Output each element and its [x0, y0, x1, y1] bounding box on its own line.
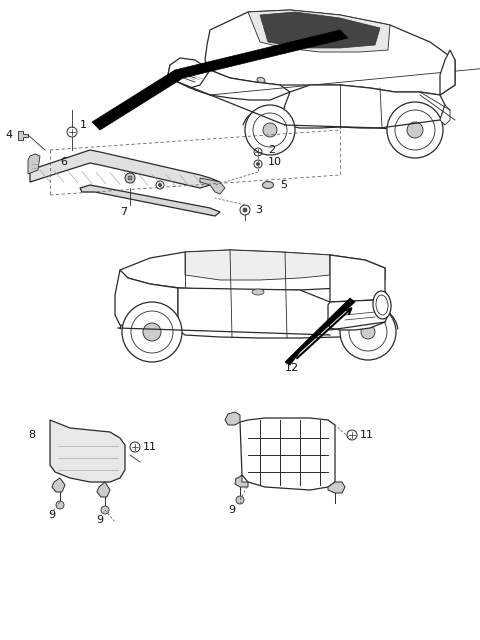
Circle shape	[395, 110, 435, 150]
Circle shape	[122, 302, 182, 362]
Circle shape	[243, 208, 247, 212]
Polygon shape	[260, 12, 380, 48]
Polygon shape	[52, 478, 65, 492]
Text: 1: 1	[80, 120, 87, 130]
Circle shape	[349, 313, 387, 351]
Circle shape	[387, 102, 443, 158]
Text: 3: 3	[255, 205, 262, 215]
Polygon shape	[80, 185, 220, 216]
Circle shape	[101, 506, 109, 514]
Text: 8: 8	[28, 430, 35, 440]
Text: 10: 10	[268, 157, 282, 167]
Text: 11: 11	[143, 442, 157, 452]
Circle shape	[407, 122, 423, 138]
Text: 4: 4	[5, 130, 12, 140]
Polygon shape	[440, 105, 450, 125]
Polygon shape	[248, 10, 390, 52]
Text: 6: 6	[60, 157, 67, 167]
Polygon shape	[205, 10, 455, 95]
Circle shape	[56, 501, 64, 509]
Polygon shape	[92, 70, 183, 130]
Polygon shape	[440, 50, 455, 95]
Text: 9: 9	[228, 505, 235, 515]
Ellipse shape	[252, 289, 264, 295]
Polygon shape	[282, 85, 445, 130]
Polygon shape	[185, 250, 330, 280]
Circle shape	[236, 496, 244, 504]
Circle shape	[131, 311, 173, 353]
Text: 9: 9	[96, 515, 103, 525]
Polygon shape	[28, 154, 40, 174]
Polygon shape	[120, 250, 385, 290]
Circle shape	[128, 176, 132, 180]
Circle shape	[245, 105, 295, 155]
Polygon shape	[328, 295, 390, 330]
Polygon shape	[328, 482, 345, 493]
Polygon shape	[178, 288, 388, 338]
Polygon shape	[50, 420, 125, 482]
Circle shape	[143, 323, 161, 341]
Ellipse shape	[376, 295, 388, 315]
Ellipse shape	[263, 182, 274, 189]
Polygon shape	[115, 270, 178, 328]
Polygon shape	[235, 475, 248, 487]
Ellipse shape	[257, 77, 265, 83]
Circle shape	[256, 163, 260, 166]
Polygon shape	[30, 150, 220, 188]
Ellipse shape	[373, 291, 391, 319]
Text: 9: 9	[48, 510, 55, 520]
Polygon shape	[175, 30, 348, 78]
Circle shape	[263, 123, 277, 137]
Polygon shape	[240, 418, 335, 490]
Circle shape	[361, 325, 375, 339]
Polygon shape	[225, 412, 240, 425]
Polygon shape	[18, 131, 28, 140]
Polygon shape	[200, 178, 225, 194]
Polygon shape	[168, 58, 210, 88]
Polygon shape	[285, 298, 355, 365]
Circle shape	[253, 113, 287, 147]
Circle shape	[340, 304, 396, 360]
Text: 5: 5	[280, 180, 287, 190]
Text: 12: 12	[285, 363, 299, 373]
Polygon shape	[168, 65, 290, 100]
Text: 7: 7	[120, 207, 127, 217]
Polygon shape	[97, 482, 110, 497]
Polygon shape	[330, 255, 385, 302]
Circle shape	[158, 184, 162, 187]
Circle shape	[125, 173, 135, 183]
Text: 2: 2	[268, 145, 275, 155]
Text: 11: 11	[360, 430, 374, 440]
